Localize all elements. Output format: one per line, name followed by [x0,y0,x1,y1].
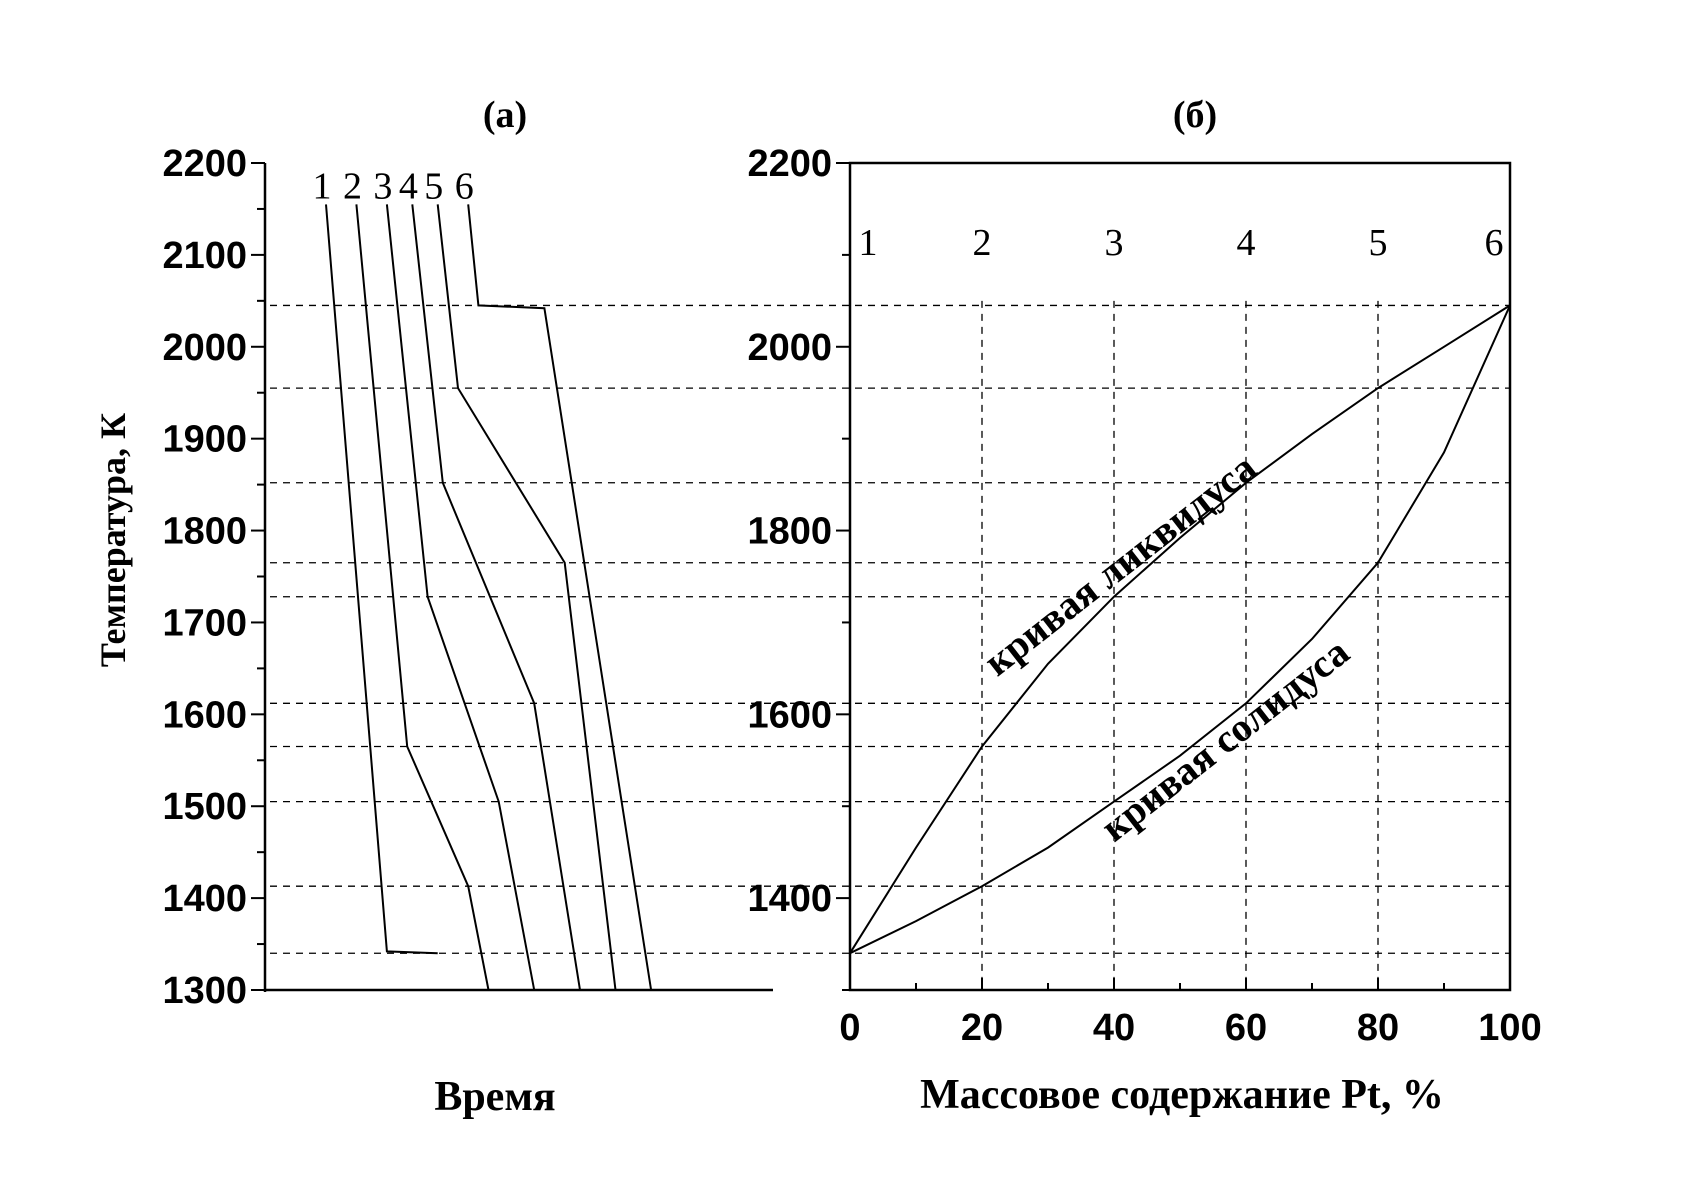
panel-b-x-tick-label: 40 [1093,1007,1135,1049]
solidus-curve [849,304,1511,955]
cooling-curve-1 [325,204,438,955]
panel-a-cooling-curves [325,204,653,991]
cooling-curve-2 [355,204,490,991]
panel-a-y-tick-label: 1600 [162,694,247,736]
panel-b-title: (б) [1173,94,1217,136]
cooling-curve-label-4: 4 [399,165,418,207]
panel-b-x-axis-title: Массовое содержание Pt, % [920,1072,1444,1118]
composition-label-1: 1 [859,222,878,264]
solidus-curve-label: кривая солидуса [1092,629,1357,850]
cooling-curve-3 [385,204,536,991]
cooling-curve-5 [436,204,617,991]
panel-a-y-tick-label: 1700 [162,602,247,644]
cooling-curve-label-2: 2 [343,165,362,207]
cooling-curve-6 [467,204,653,991]
cooling-curve-label-6: 6 [455,165,474,207]
panel-a-title: (а) [483,94,527,136]
panel-a-y-tick-label: 1800 [162,511,247,553]
composition-label-6: 6 [1485,222,1504,264]
panel-a-y-tick-label: 1400 [162,878,247,920]
panel-b-x-tick-label: 60 [1225,1007,1267,1049]
panel-a-y-tick-label: 1500 [162,786,247,828]
panel-b-ticks: 1400 1600 1800 2000 2200 0 20 40 60 80 100 [747,143,1541,1049]
panel-a-y-ticks: 1300 1400 1500 1600 1700 1800 1900 2000 2100 2200 [162,143,265,1012]
panel-b-y-tick-label: 1800 [747,511,832,553]
cooling-curve-4 [411,204,581,991]
composition-label-5: 5 [1369,222,1388,264]
panel-b-composition-labels: 1 2 3 4 5 6 [859,222,1504,264]
panel-a: (а) 1300 1400 1500 1600 1700 1800 1900 2000 2100… [93,94,773,1120]
panel-a-y-axis-title: Температура, К [93,413,133,667]
panel-b-y-tick-label: 1400 [747,878,832,920]
panel-a-y-tick-label: 1900 [162,419,247,461]
panel-b-x-tick-label: 100 [1478,1007,1541,1049]
panel-b-x-tick-label: 20 [961,1007,1003,1049]
panel-a-y-tick-label: 1300 [162,970,247,1012]
panel-a-y-tick-label: 2100 [162,235,247,277]
cooling-curve-label-5: 5 [424,165,443,207]
panel-b-y-tick-label: 2200 [747,143,832,185]
panel-b-x-tick-label: 80 [1357,1007,1399,1049]
panel-b-x-tick-label: 0 [839,1007,860,1049]
liquidus-curve [849,304,1511,954]
cooling-curve-label-1: 1 [312,165,331,207]
composition-label-2: 2 [973,222,992,264]
liquidus-curve-label: кривая ликвидуса [975,444,1264,684]
composition-label-3: 3 [1105,222,1124,264]
panel-b-guide-lines [270,300,1510,990]
panel-a-x-axis-title: Время [434,1074,555,1120]
panel-a-y-tick-label: 2200 [162,143,247,185]
panel-a-y-tick-label: 2000 [162,327,247,369]
panel-b-y-tick-label: 2000 [747,327,832,369]
composition-label-4: 4 [1237,222,1256,264]
panel-b-frame [848,161,1512,992]
panel-b-y-tick-label: 1600 [747,694,832,736]
panel-b-curves [849,304,1511,955]
cooling-curve-label-3: 3 [373,165,392,207]
